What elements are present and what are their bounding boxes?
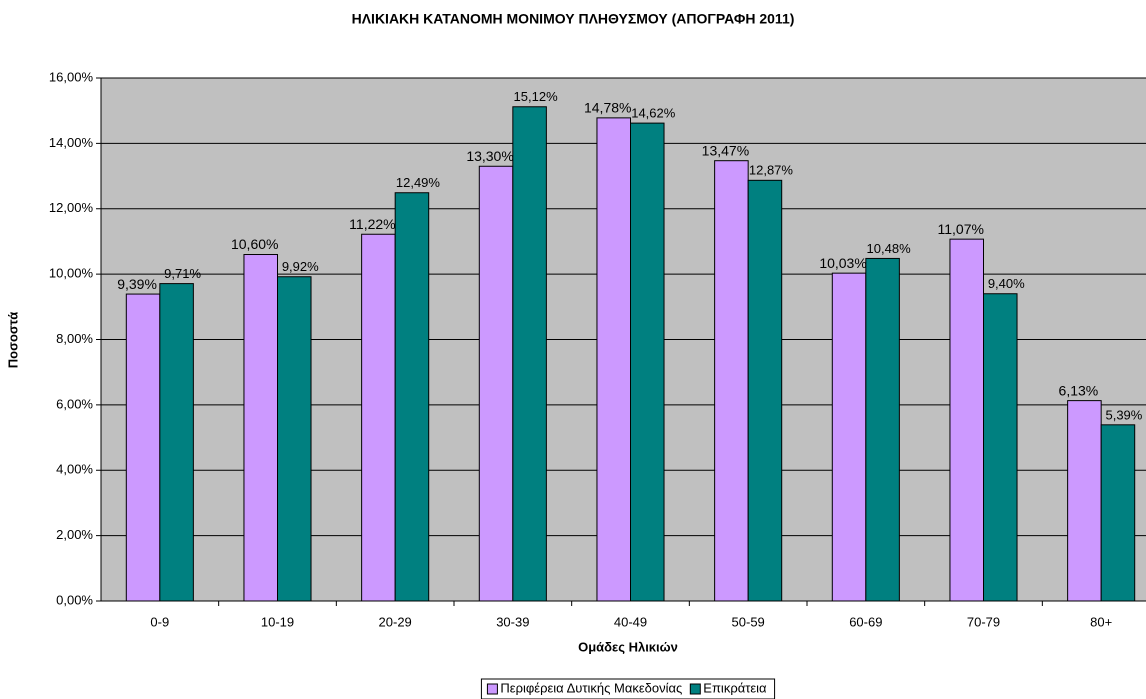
bar — [831, 272, 867, 602]
x-axis-label: Ομάδες Ηλικιών — [578, 639, 678, 654]
x-tick-label: 20-29 — [379, 614, 412, 629]
value-label: 6,13% — [1059, 382, 1099, 398]
y-tick-label: 6,00% — [56, 396, 93, 411]
value-label: 9,39% — [117, 276, 157, 292]
value-label: 12,87% — [749, 163, 794, 178]
bar — [983, 293, 1018, 602]
value-label: 9,92% — [282, 259, 319, 274]
legend-swatch — [486, 683, 498, 695]
bar — [1067, 400, 1102, 602]
bar — [478, 165, 514, 602]
bar — [630, 122, 665, 602]
legend-box — [480, 678, 776, 699]
x-tick-label: 40-49 — [614, 614, 647, 629]
value-label: 10,03% — [819, 255, 866, 271]
legend-label: Επικράτεια — [703, 680, 767, 695]
bar — [747, 179, 783, 602]
value-label: 12,49% — [396, 175, 441, 190]
x-tick-label: 60-69 — [849, 614, 882, 629]
y-tick-label: 16,00% — [49, 69, 94, 84]
value-label: 11,22% — [349, 216, 395, 232]
value-label: 11,07% — [938, 221, 984, 237]
y-axis-label: Ποσοστά — [5, 312, 20, 369]
x-tick-label: 50-59 — [732, 614, 765, 629]
value-label: 15,12% — [514, 89, 559, 104]
x-tick-label: 30-39 — [496, 614, 529, 629]
x-tick-label: 80+ — [1090, 614, 1112, 629]
y-tick-label: 2,00% — [56, 527, 93, 542]
x-tick-label: 70-79 — [967, 614, 1000, 629]
bar — [159, 283, 194, 602]
y-tick-label: 12,00% — [49, 200, 94, 215]
bar — [243, 254, 278, 602]
value-label: 9,71% — [164, 266, 201, 281]
y-tick-label: 4,00% — [56, 462, 93, 477]
bar — [865, 257, 900, 602]
y-tick-label: 10,00% — [49, 266, 94, 281]
value-label: 10,60% — [231, 236, 278, 252]
y-tick-label: 8,00% — [56, 331, 93, 346]
bar — [394, 192, 430, 602]
value-label: 10,48% — [867, 241, 912, 256]
value-label: 14,62% — [631, 106, 676, 121]
bar — [512, 106, 547, 602]
value-label: 14,78% — [584, 100, 631, 116]
value-label: 9,40% — [988, 276, 1025, 291]
bar — [125, 293, 161, 602]
value-label: 13,47% — [702, 142, 749, 158]
bar — [361, 233, 396, 602]
y-tick-label: 0,00% — [56, 592, 93, 607]
x-tick-label: 10-19 — [261, 614, 294, 629]
y-tick-label: 14,00% — [49, 135, 94, 150]
bar — [714, 160, 749, 602]
value-label: 5,39% — [1105, 407, 1142, 422]
chart-title: ΗΛΙΚΙΑΚΗ ΚΑΤΑΝΟΜΗ ΜΟΝΙΜΟΥ ΠΛΗΘΥΣΜΟΥ (ΑΠΟ… — [352, 11, 795, 27]
bar — [277, 276, 312, 602]
x-tick-label: 0-9 — [150, 614, 169, 629]
legend-swatch — [689, 683, 701, 695]
bar — [596, 117, 632, 602]
value-label: 13,30% — [466, 148, 513, 164]
bar — [949, 238, 985, 602]
bar — [1100, 424, 1136, 602]
legend-label: Περιφέρεια Δυτικής Μακεδονίας — [500, 680, 682, 695]
